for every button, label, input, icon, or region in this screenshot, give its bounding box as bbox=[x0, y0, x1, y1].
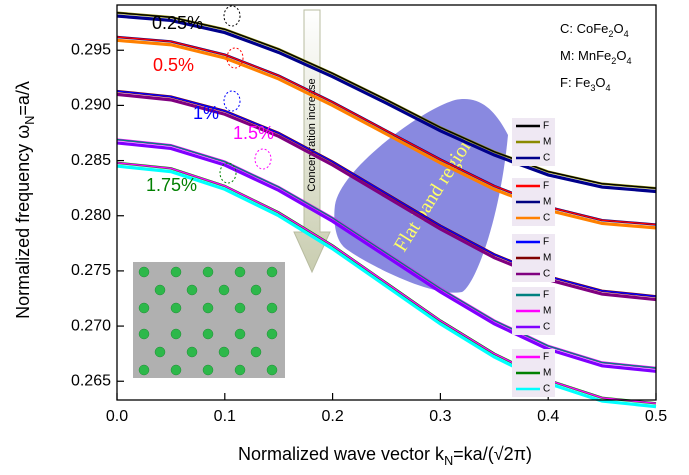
group-label: 0.5% bbox=[153, 55, 194, 75]
flat-band-region bbox=[334, 99, 508, 293]
series-line bbox=[116, 14, 657, 194]
material-label-part: O bbox=[616, 48, 626, 63]
legend-label: M bbox=[543, 197, 551, 208]
arrow-label: Concentration increase bbox=[306, 78, 318, 191]
material-label-part: 4 bbox=[626, 56, 631, 66]
y-tick-label: 0.295 bbox=[71, 41, 111, 58]
y-tick-label: 0.285 bbox=[71, 152, 111, 169]
series-line bbox=[116, 138, 657, 369]
x-tick-label: 0.1 bbox=[214, 408, 236, 425]
x-tick-label: 0.0 bbox=[106, 408, 128, 425]
x-axis-label-part: Normalized wave vector k bbox=[238, 444, 445, 464]
group-marker bbox=[254, 148, 272, 170]
y-tick-label: 0.280 bbox=[71, 207, 111, 224]
material-label-part: 3 bbox=[590, 83, 595, 93]
material-label-part: 4 bbox=[624, 29, 629, 39]
y-tick-label: 0.275 bbox=[71, 262, 111, 279]
material-label-part: M: MnFe bbox=[560, 48, 611, 63]
legend-label: F bbox=[543, 121, 549, 132]
legend-label: C bbox=[543, 269, 550, 280]
plot-frame bbox=[116, 4, 657, 401]
material-label-part: O bbox=[595, 75, 605, 90]
group-marker bbox=[219, 162, 237, 184]
material-label: M: MnFe2O4 bbox=[560, 48, 632, 66]
y-axis-label-part: N bbox=[23, 116, 37, 125]
group-label: 0.25% bbox=[152, 13, 203, 33]
legend-label: F bbox=[543, 290, 549, 301]
group-marker bbox=[223, 5, 241, 27]
x-tick-label: 0.4 bbox=[537, 408, 559, 425]
material-label-part: C: CoFe bbox=[560, 21, 608, 36]
legend-label: F bbox=[543, 237, 549, 248]
x-axis-label-part: N bbox=[444, 454, 453, 468]
legend-label: M bbox=[543, 368, 551, 379]
material-label-part: O bbox=[613, 21, 623, 36]
legend-label: F bbox=[543, 352, 549, 363]
group-marker bbox=[223, 90, 241, 112]
legend-label: C bbox=[543, 384, 550, 395]
legend-label: M bbox=[543, 306, 551, 317]
material-label: F: Fe3O4 bbox=[560, 75, 611, 93]
series-line bbox=[116, 164, 657, 409]
series-line bbox=[116, 90, 657, 297]
x-tick-label: 0.2 bbox=[321, 408, 343, 425]
y-axis-label-part: =a/λ bbox=[13, 81, 33, 116]
group-marker bbox=[226, 47, 244, 69]
series-line bbox=[116, 141, 657, 373]
material-label-part: 4 bbox=[606, 83, 611, 93]
legend-label: C bbox=[543, 153, 550, 164]
group-label: 1.75% bbox=[146, 175, 197, 195]
legend-label: C bbox=[543, 213, 550, 224]
group-label: 1% bbox=[193, 103, 219, 123]
legend-label: F bbox=[543, 181, 549, 192]
x-axis-label-part: =ka/(√2π) bbox=[453, 444, 532, 464]
x-tick-label: 0.5 bbox=[645, 408, 667, 425]
group-label: 1.5% bbox=[233, 123, 274, 143]
legend-label: C bbox=[543, 322, 550, 333]
series-line bbox=[116, 92, 657, 302]
legend-label: M bbox=[543, 253, 551, 264]
series-line bbox=[116, 12, 657, 189]
y-tick-label: 0.270 bbox=[71, 317, 111, 334]
material-label: C: CoFe2O4 bbox=[560, 21, 629, 39]
y-axis-label-part: Normalized frequency ω bbox=[13, 125, 33, 319]
series-line bbox=[116, 162, 657, 405]
material-label-part: F: Fe bbox=[560, 75, 590, 90]
lattice-inset bbox=[133, 262, 285, 378]
series-line bbox=[116, 36, 657, 226]
y-axis-label: Normalized frequency ωN=a/λ bbox=[13, 81, 38, 319]
x-tick-label: 0.3 bbox=[429, 408, 451, 425]
legend-label: M bbox=[543, 137, 551, 148]
material-label-part: 2 bbox=[608, 29, 613, 39]
x-axis-label: Normalized wave vector kN=ka/(√2π) bbox=[238, 444, 532, 469]
series-line bbox=[116, 38, 657, 230]
y-tick-label: 0.290 bbox=[71, 97, 111, 114]
y-tick-label: 0.265 bbox=[71, 372, 111, 389]
material-label-part: 2 bbox=[611, 56, 616, 66]
